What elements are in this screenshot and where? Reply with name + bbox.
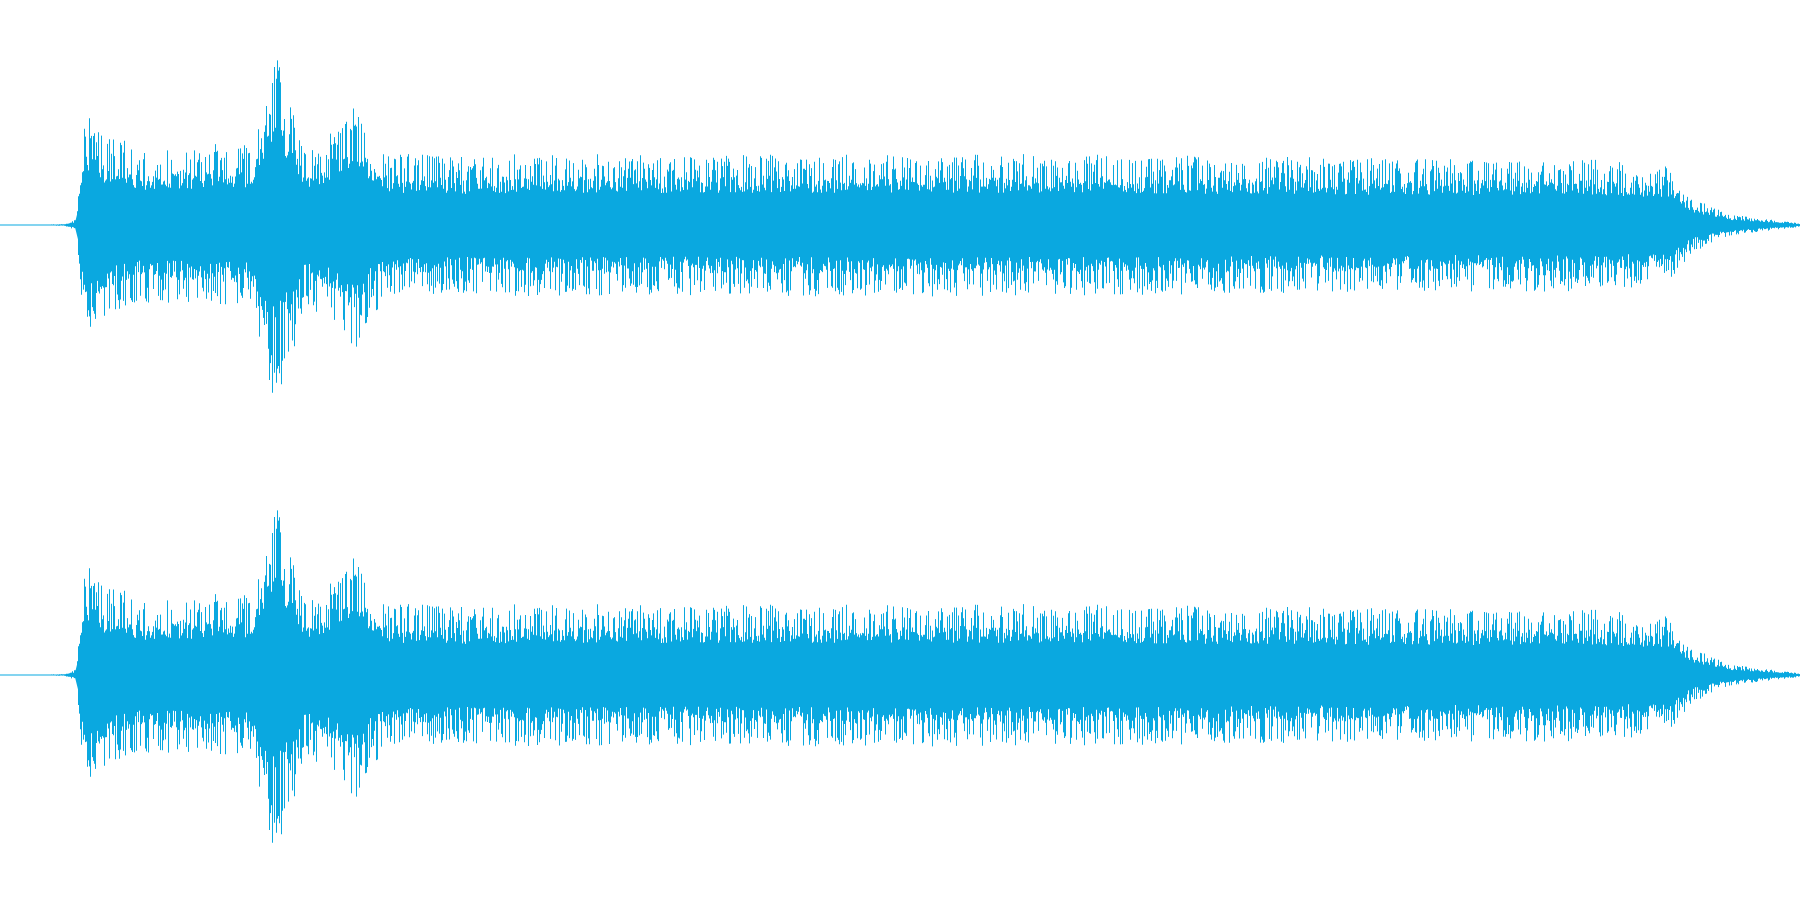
waveform-channel-right: [0, 450, 1800, 900]
waveform-trace: [51, 60, 1800, 393]
waveform-trace: [51, 510, 1800, 843]
waveform-left: [0, 60, 1800, 393]
waveform-right: [0, 510, 1800, 843]
waveform-channel-left: [0, 60, 1800, 393]
